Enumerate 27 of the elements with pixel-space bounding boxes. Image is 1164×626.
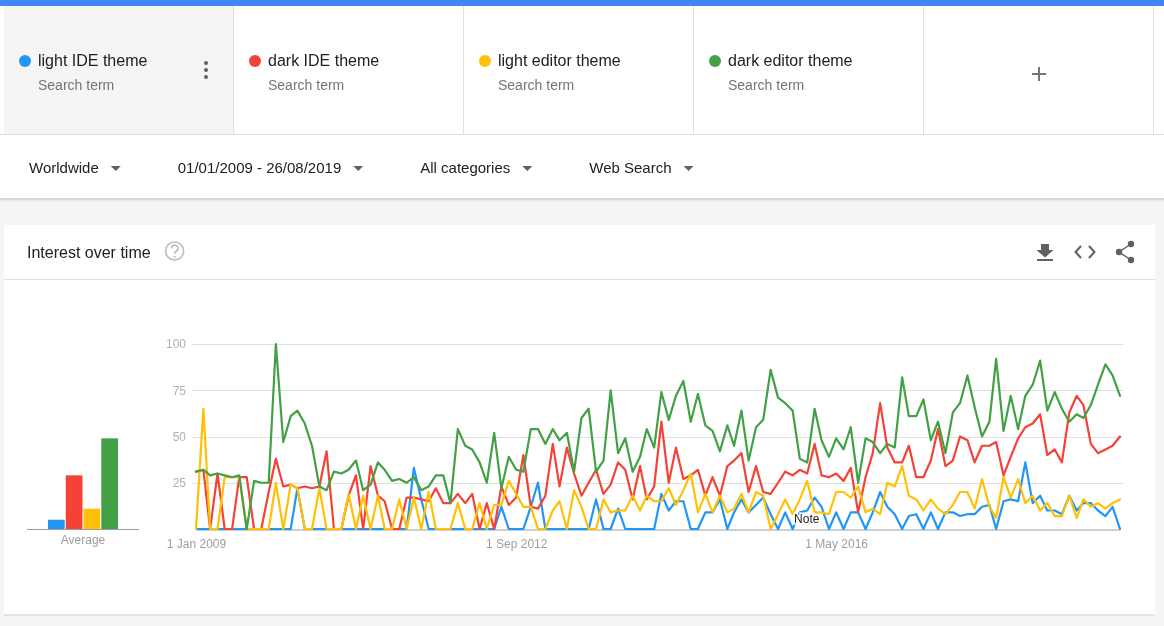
y-tick-label: 100 (165, 337, 187, 352)
text: Search term (498, 77, 575, 93)
line-series (194, 461, 1122, 531)
bar (83, 508, 101, 529)
legend-label: dark IDE theme (268, 52, 380, 69)
legend-label: light editor theme (498, 52, 621, 69)
legend-label: light IDE theme (38, 52, 148, 69)
line-series (194, 342, 1122, 531)
text: All categories (420, 159, 511, 176)
x-tick-label: 1 May 2016 (805, 537, 869, 552)
text: Web Search (589, 159, 672, 176)
text: Search term (268, 77, 345, 93)
x-tick-label: 1 Jan 2009 (166, 537, 227, 552)
y-tick-label: 50 (172, 429, 187, 444)
y-tick-label: 25 (172, 476, 187, 491)
text: Search term (728, 77, 805, 93)
text: Worldwide (29, 159, 99, 176)
chart-title: Interest over time (27, 244, 151, 261)
legend-label: dark editor theme (728, 52, 853, 69)
y-tick-label: 75 (172, 383, 187, 398)
x-axis-title: Average (60, 532, 106, 547)
bar (65, 475, 83, 529)
text: Search term (38, 77, 115, 93)
bar (101, 438, 118, 529)
x-tick-label: 1 Sep 2012 (486, 537, 548, 552)
text: 01/01/2009 - 26/08/2019 (177, 159, 342, 176)
bar (48, 519, 65, 529)
